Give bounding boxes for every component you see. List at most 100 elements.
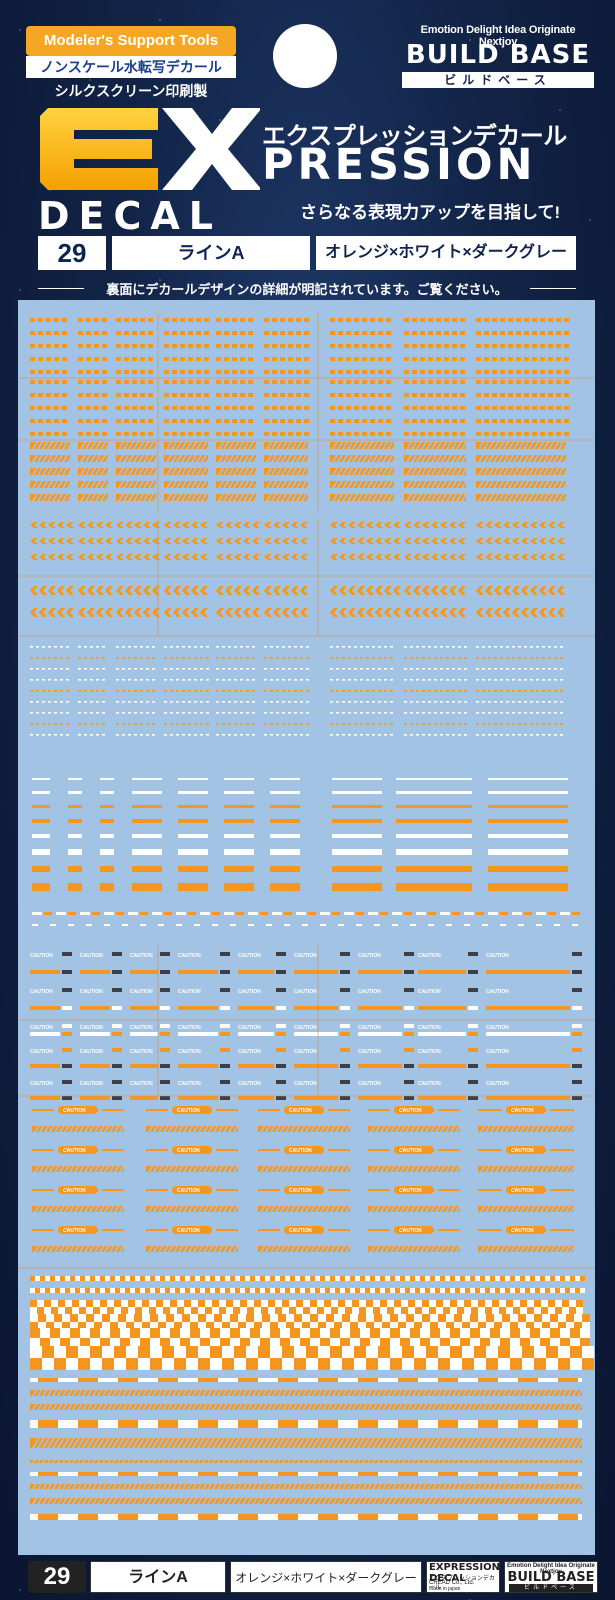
hatch-gap xyxy=(100,481,107,488)
hatch-gap xyxy=(557,1484,562,1489)
dash-stripe xyxy=(548,380,553,384)
hatch-gap xyxy=(267,1404,273,1410)
checker-cell xyxy=(214,1314,222,1322)
checker-cell xyxy=(535,1288,540,1293)
dash-stripe xyxy=(516,344,521,348)
chevron-stripe xyxy=(413,538,421,544)
hatch-gap xyxy=(52,1498,58,1504)
checker-cell xyxy=(515,1288,520,1293)
hatch-gap xyxy=(367,1460,371,1463)
solid-bar xyxy=(32,805,50,808)
hatch-gap xyxy=(367,455,374,462)
checker-cell xyxy=(318,1314,326,1322)
fine-dash xyxy=(410,679,413,681)
hatch-gap xyxy=(201,455,208,462)
fine-dash xyxy=(54,712,57,714)
fine-dash xyxy=(434,712,437,714)
hatch-gap xyxy=(272,1460,276,1463)
hatch-gap xyxy=(82,1460,86,1463)
dash-stripe xyxy=(86,318,91,322)
hatch-gap xyxy=(357,442,364,449)
chevron-stripe xyxy=(134,608,142,617)
fine-dash xyxy=(216,701,219,703)
dash-stripe xyxy=(54,380,59,384)
checker-cell xyxy=(246,1358,258,1370)
hatch-gap xyxy=(142,1460,146,1463)
dash-stripe xyxy=(164,432,169,436)
dash-stripe xyxy=(288,357,293,361)
hatch-gap xyxy=(266,468,273,475)
fine-dash xyxy=(306,690,309,692)
dash-stripe xyxy=(148,318,153,322)
fine-dash xyxy=(348,668,351,670)
hatch-gap xyxy=(37,1498,43,1504)
checker-cell xyxy=(80,1328,90,1338)
plate-line xyxy=(146,1109,168,1111)
chevron-stripe xyxy=(413,608,421,617)
checker-cell xyxy=(182,1314,190,1322)
fine-dash xyxy=(48,657,51,659)
caution-label: CAUTION xyxy=(418,1025,441,1031)
hatch-gap xyxy=(265,1166,271,1172)
hatch-gap xyxy=(557,1390,563,1396)
orange-block xyxy=(158,1472,178,1476)
band-dash xyxy=(32,924,38,926)
dash-stripe xyxy=(164,370,169,374)
fine-dash xyxy=(288,668,291,670)
hatch-stripe xyxy=(264,442,308,449)
dash-stripe xyxy=(62,406,67,410)
checker-cell xyxy=(295,1276,300,1281)
fine-dash xyxy=(378,712,381,714)
hatch-gap xyxy=(332,1404,338,1410)
fine-dash xyxy=(228,723,231,725)
caution-bar xyxy=(358,1032,402,1036)
hatch-gap xyxy=(233,455,240,462)
checker-cell xyxy=(358,1314,366,1322)
hatch-gap xyxy=(127,1390,133,1396)
fine-dash xyxy=(128,723,131,725)
hatch-gap xyxy=(87,1460,91,1463)
dash-stripe xyxy=(272,393,277,397)
fine-dash xyxy=(240,646,243,648)
dash-stripe xyxy=(124,406,129,410)
checker-cell xyxy=(44,1300,51,1307)
hatch-gap xyxy=(367,1404,373,1410)
checker-cell xyxy=(395,1288,400,1293)
dash-stripe xyxy=(330,393,335,397)
orange-block xyxy=(518,1420,538,1428)
chevron-stripe xyxy=(182,554,190,560)
fine-dash xyxy=(464,657,467,659)
hatch-gap xyxy=(447,1460,451,1463)
hatch-gap xyxy=(508,442,515,449)
caution-label: CAUTION xyxy=(130,1025,153,1031)
checker-cell xyxy=(480,1276,485,1281)
hatch-gap xyxy=(432,1484,437,1489)
dash-stripe xyxy=(548,318,553,322)
band-dash xyxy=(68,912,76,915)
hatch-gap xyxy=(223,1166,229,1172)
plate-line xyxy=(258,1149,280,1151)
hatch-stripe xyxy=(330,442,394,449)
chevron-stripe xyxy=(300,586,308,595)
checker-cell xyxy=(582,1322,590,1330)
hatch-gap xyxy=(445,1206,451,1212)
fine-dash xyxy=(446,723,449,725)
hatch-gap xyxy=(100,455,107,462)
caution-bar xyxy=(418,1006,466,1010)
caution-bar xyxy=(130,1096,158,1100)
dash-stripe xyxy=(94,393,99,397)
checker-cell xyxy=(184,1307,191,1314)
hatch-gap xyxy=(312,1484,317,1489)
caution-label: CAUTION xyxy=(80,953,103,959)
hatch-gap xyxy=(197,1390,203,1396)
logo-decal: DECAL xyxy=(38,194,223,238)
hatch-gap xyxy=(397,1438,405,1448)
chevron-stripe xyxy=(521,538,529,544)
accent-block xyxy=(276,1096,286,1100)
hatch-gap xyxy=(337,1390,343,1396)
dash-stripe xyxy=(272,370,277,374)
hatch-gap xyxy=(477,1498,483,1504)
dash-stripe xyxy=(204,331,209,335)
dash-stripe xyxy=(412,331,417,335)
checker-cell xyxy=(318,1346,330,1358)
